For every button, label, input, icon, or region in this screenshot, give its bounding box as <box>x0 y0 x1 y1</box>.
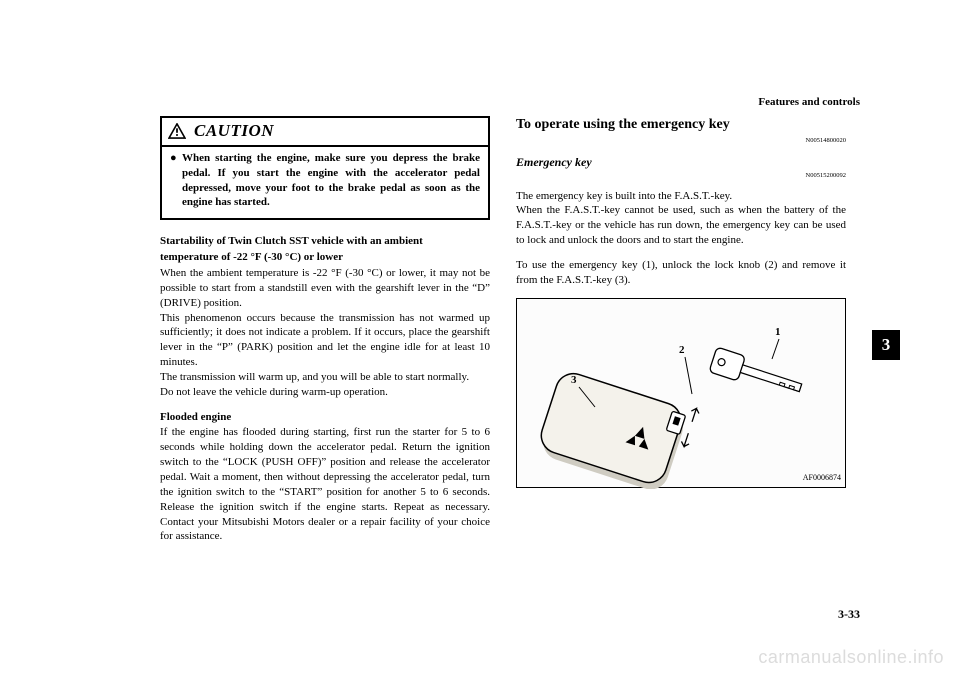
flooded-heading: Flooded engine <box>160 410 490 425</box>
figure-label-3: 3 <box>571 373 577 388</box>
bullet-icon: ● <box>170 151 182 210</box>
doc-code-1: N00514800020 <box>516 137 846 146</box>
flooded-body: If the engine has flooded during startin… <box>160 425 490 544</box>
caution-title: CAUTION <box>194 120 274 143</box>
startability-heading: Startability of Twin Clutch SST vehicle … <box>160 234 490 249</box>
startability-p2: This phenomenon occurs because the trans… <box>160 311 490 370</box>
section-header: Features and controls <box>758 96 860 108</box>
caution-box: CAUTION ● When starting the engine, make… <box>160 116 490 220</box>
warning-icon <box>168 123 186 139</box>
doc-code-2: N00515200092 <box>516 172 846 181</box>
caution-header: CAUTION <box>162 118 488 147</box>
figure-code: AF0006874 <box>803 473 841 484</box>
startability-p1: When the ambient temperature is -22 °F (… <box>160 266 490 311</box>
left-column: CAUTION ● When starting the engine, make… <box>160 116 490 554</box>
emergency-key-operate-heading: To operate using the emergency key <box>516 116 846 135</box>
startability-heading-2: temperature of -22 °F (-30 °C) or lower <box>160 250 490 265</box>
startability-p4: Do not leave the vehicle during warm-up … <box>160 385 490 400</box>
emergency-p2: When the F.A.S.T.-key cannot be used, su… <box>516 203 846 248</box>
page-number: 3-33 <box>838 607 860 622</box>
key-figure: 1 2 3 AF0006874 <box>516 298 846 488</box>
figure-label-1: 1 <box>775 325 781 340</box>
caution-body: ● When starting the engine, make sure yo… <box>162 147 488 218</box>
figure-label-2: 2 <box>679 343 685 358</box>
page: Features and controls CAUTION ● When sta… <box>0 0 960 678</box>
content-columns: CAUTION ● When starting the engine, make… <box>160 116 860 554</box>
key-illustration <box>517 299 847 489</box>
startability-p3: The transmission will warm up, and you w… <box>160 370 490 385</box>
emergency-p3: To use the emergency key (1), unlock the… <box>516 258 846 288</box>
emergency-key-heading: Emergency key <box>516 154 846 170</box>
chapter-tab: 3 <box>872 330 900 360</box>
emergency-p1: The emergency key is built into the F.A.… <box>516 189 846 204</box>
right-column: To operate using the emergency key N0051… <box>516 116 846 554</box>
watermark: carmanualsonline.info <box>758 647 944 668</box>
caution-text: When starting the engine, make sure you … <box>182 151 480 210</box>
